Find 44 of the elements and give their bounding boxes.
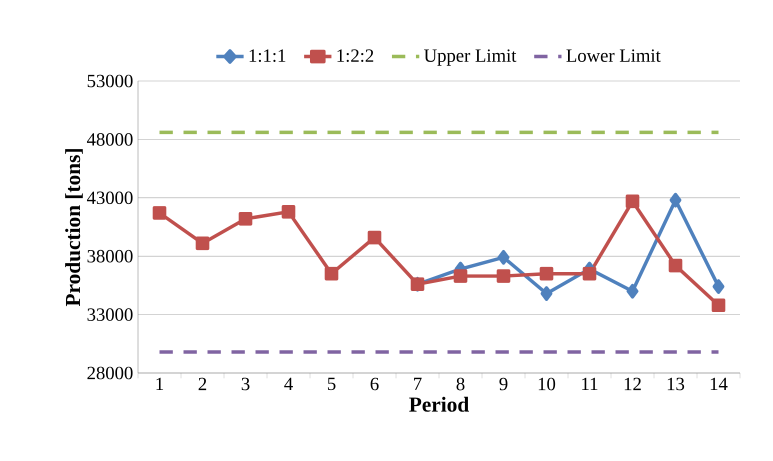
x-tick-label: 14 <box>710 378 728 390</box>
x-tick-label: 4 <box>284 378 293 390</box>
x-tick-label: 5 <box>328 378 336 390</box>
point <box>540 266 554 281</box>
point <box>282 205 296 219</box>
y-tick-label: 38000 <box>88 250 133 263</box>
x-tick-label: 6 <box>370 378 379 390</box>
y-tick-label: 33000 <box>88 308 133 321</box>
legend-label: Lower Limit <box>566 49 661 62</box>
x-tick-label: 3 <box>242 378 250 390</box>
point <box>668 258 682 272</box>
x-tick-label: 7 <box>414 378 422 390</box>
point <box>626 284 638 299</box>
point <box>582 266 596 281</box>
x-tick-label: 2 <box>198 378 206 390</box>
point <box>368 230 382 244</box>
x-tick-label: 10 <box>538 378 556 390</box>
x-tick-label: 11 <box>582 378 598 390</box>
legend-label: Upper Limit <box>424 49 516 66</box>
x-tick-label: 1 <box>156 378 164 390</box>
point <box>670 192 682 208</box>
point <box>238 212 252 226</box>
y-tick-label: 48000 <box>86 133 133 146</box>
point <box>324 266 338 281</box>
point <box>712 279 724 294</box>
y-axis-title: Production [tons] <box>65 149 83 306</box>
x-axis-title: Period <box>409 396 469 412</box>
legend-label: 1:2:2 <box>337 49 374 62</box>
x-tick-label: 13 <box>668 378 684 390</box>
point <box>712 298 726 312</box>
point <box>196 236 210 250</box>
point <box>498 250 510 265</box>
y-tick-label: 28000 <box>87 366 133 380</box>
y-tick-label: 43000 <box>86 191 133 204</box>
point <box>454 269 468 283</box>
point <box>540 286 552 301</box>
x-tick-label: 8 <box>456 378 464 390</box>
point <box>496 269 510 283</box>
x-tick-label: 9 <box>499 378 508 390</box>
point <box>626 194 640 208</box>
point <box>152 206 166 220</box>
legend-label: 1:1:1 <box>250 49 286 62</box>
y-tick-label: 53000 <box>88 74 133 88</box>
x-tick-label: 12 <box>624 378 641 390</box>
